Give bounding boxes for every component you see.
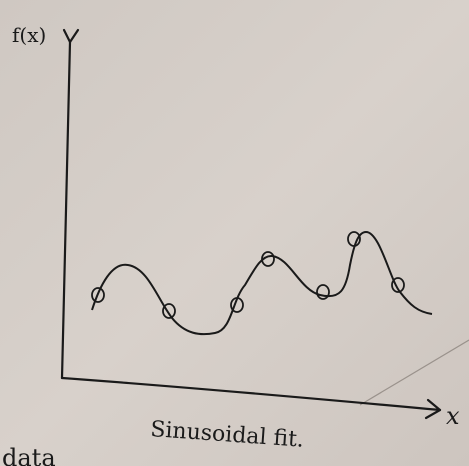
x-axis-label: x xyxy=(446,402,460,430)
sketch: f(x) x Sinusoidal fit. data xyxy=(0,0,469,466)
footer-fragment: data xyxy=(2,444,56,466)
y-axis-label: f(x) xyxy=(12,23,46,47)
page: {"labels": {"y_axis": "f(x)", "x_axis": … xyxy=(0,0,469,466)
